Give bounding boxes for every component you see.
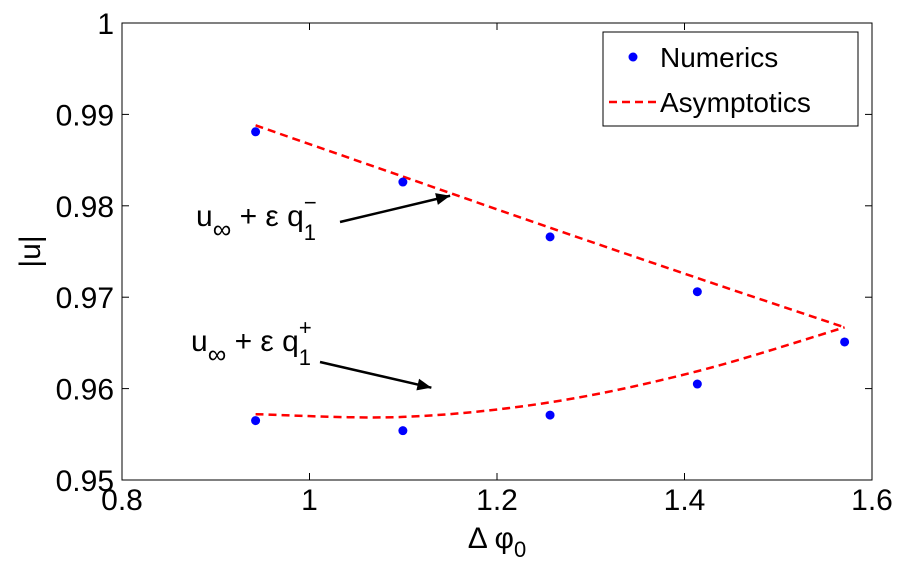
y-tick-label: 0.99 [56,99,114,132]
numerics-point [692,287,702,297]
legend-marker-numerics [628,52,638,62]
annotation-arrowhead-plus [416,378,432,391]
legend-label-numerics: Numerics [660,42,778,73]
numerics-point [840,337,850,347]
y-tick-label: 1 [97,8,114,41]
annotation-sub: 1 [304,220,316,245]
legend-label-asymptotics: Asymptotics [660,87,811,118]
asymptotics-lines [255,124,846,419]
asymptotics-upper-line [255,124,846,329]
x-tick-label: 1.2 [476,484,518,517]
numerics-point [398,426,408,436]
annotation-plus: u∞ + ε q+ 1 [191,315,312,370]
annotation-mid: + ε q [231,200,304,233]
annotation-sub: 1 [299,345,311,370]
annotation-arrow-minus [339,194,451,224]
y-tick-label: 0.95 [56,465,114,498]
asymptotics-lower-line [255,326,845,419]
numerics-point [692,379,702,389]
x-tick-label: 1.6 [851,484,893,517]
legend-box [602,31,859,127]
annotation-sub-infinity: ∞ [208,339,227,369]
numerics-point [251,416,261,426]
annotation-arrowhead-minus [435,193,451,205]
x-tick-label: 1.4 [664,484,706,517]
numerics-point [251,127,261,137]
annotation-base: u [196,200,213,233]
x-axis-label-main: Δ φ [468,522,514,555]
axis-ticks: 0.8 1 1.2 1.4 1.6 0.95 0.96 0.97 0.98 0.99 1 [56,8,893,517]
annotation-arrow-plus [319,360,432,389]
annotation-sup: + [299,315,312,340]
annotations: u∞ + ε q− 1u∞ + ε q+ 1 [191,190,451,391]
x-axis-label-sub: 0 [514,537,526,562]
x-tick-label: 0.8 [101,484,143,517]
x-axis-label: Δ φ0 [468,522,526,562]
numerics-point [545,410,555,420]
annotation-base: u [191,325,208,358]
y-axis-label: |u| [14,235,47,267]
x-tick-label: 1 [301,484,318,517]
annotation-minus: u∞ + ε q− 1 [196,190,317,245]
annotation-sup: − [304,190,317,215]
annotation-sub-infinity: ∞ [213,214,232,244]
annotation-mid: + ε q [226,325,299,358]
legend: Numerics Asymptotics [602,31,859,127]
y-tick-label: 0.97 [56,282,114,315]
numerics-point [398,177,408,187]
y-tick-label: 0.96 [56,374,114,407]
numerics-point [545,232,555,242]
y-tick-label: 0.98 [56,191,114,224]
numerics-points [251,127,850,436]
